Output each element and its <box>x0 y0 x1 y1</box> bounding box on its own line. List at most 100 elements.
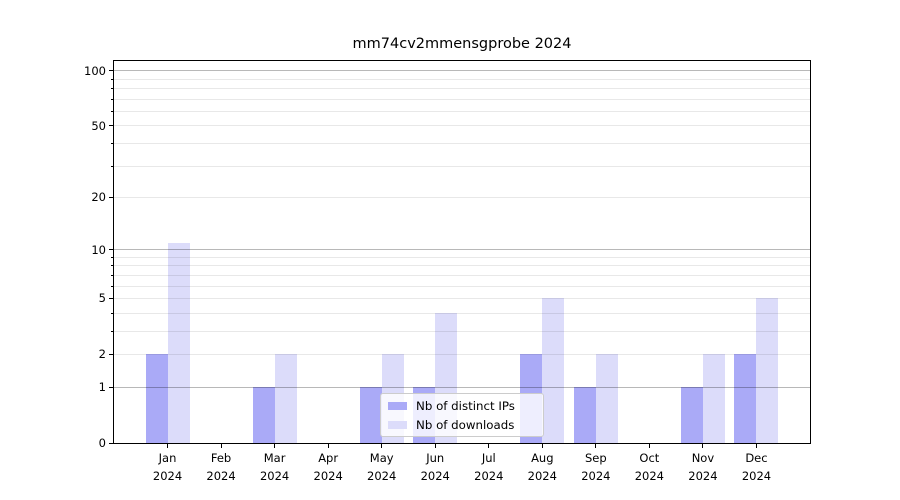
y-minor-tick-mark <box>111 312 113 314</box>
x-tick-month: Jul <box>481 451 496 465</box>
x-tick-year: 2024 <box>474 468 504 483</box>
x-tick-mark <box>595 444 597 448</box>
minor-gridline <box>114 196 810 198</box>
y-minor-tick-mark <box>111 265 113 267</box>
y-tick-label: 2 <box>98 347 106 362</box>
x-tick-mark <box>167 444 169 448</box>
x-tick-mark <box>702 444 704 448</box>
bar-nb-of-distinct-ips-mar <box>252 387 275 443</box>
legend: Nb of distinct IPs Nb of downloads <box>380 393 544 437</box>
y-minor-tick-mark <box>111 256 113 258</box>
minor-gridline <box>114 165 810 167</box>
minor-gridline <box>114 285 810 287</box>
minor-gridline <box>114 125 810 127</box>
bar-nb-of-distinct-ips-nov <box>680 387 703 443</box>
x-tick-mark <box>434 444 436 448</box>
y-minor-tick-mark <box>111 142 113 144</box>
x-tick-label: Mar 2024 <box>243 450 307 485</box>
x-tick-year: 2024 <box>634 468 665 483</box>
minor-gridline <box>114 142 810 144</box>
x-tick-label: Jul 2024 <box>457 450 521 485</box>
minor-gridline <box>114 312 810 314</box>
bar-nb-of-downloads-sep <box>595 354 618 443</box>
y-tick-label: 100 <box>84 63 106 78</box>
x-tick-label: Jan 2024 <box>136 450 200 485</box>
major-gridline <box>114 386 810 388</box>
y-tick-label: 10 <box>91 242 106 257</box>
bar-nb-of-distinct-ips-sep <box>573 387 596 443</box>
x-tick-mark <box>648 444 650 448</box>
y-tick-label: 1 <box>98 380 106 395</box>
x-tick-month: Sep <box>585 451 607 465</box>
y-tick-mark <box>109 353 113 355</box>
x-tick-year: 2024 <box>741 468 772 483</box>
x-tick-year: 2024 <box>367 468 397 483</box>
major-gridline <box>114 249 810 251</box>
y-tick-mark <box>109 442 113 444</box>
legend-entry-downloads: Nb of downloads <box>388 415 543 434</box>
y-minor-tick-mark <box>111 165 113 167</box>
x-tick-label: Aug 2024 <box>510 450 574 485</box>
plot-area <box>113 60 811 444</box>
x-tick-label: Nov 2024 <box>671 450 735 485</box>
x-tick-label: Oct 2024 <box>617 450 681 485</box>
minor-gridline <box>114 274 810 276</box>
y-minor-tick-mark <box>111 274 113 276</box>
x-tick-label: Sep 2024 <box>564 450 628 485</box>
x-tick-year: 2024 <box>527 468 557 483</box>
legend-swatch-downloads-icon <box>388 420 407 429</box>
bar-nb-of-downloads-mar <box>274 354 297 443</box>
x-tick-month: Jun <box>426 451 445 465</box>
x-tick-year: 2024 <box>206 468 236 483</box>
x-tick-month: Feb <box>210 451 232 465</box>
x-tick-mark <box>541 444 543 448</box>
x-tick-month: Aug <box>531 451 554 465</box>
y-tick-mark <box>109 249 113 251</box>
bar-nb-of-distinct-ips-may <box>359 387 382 443</box>
y-tick-mark <box>109 70 113 72</box>
x-tick-year: 2024 <box>259 468 290 483</box>
y-tick-mark <box>109 125 113 127</box>
x-tick-year: 2024 <box>688 468 718 483</box>
x-tick-month: Mar <box>263 451 286 465</box>
legend-label-downloads: Nb of downloads <box>416 417 515 432</box>
minor-gridline <box>114 256 810 258</box>
x-tick-year: 2024 <box>313 468 343 483</box>
minor-gridline <box>114 265 810 267</box>
y-minor-tick-mark <box>111 98 113 100</box>
x-tick-mark <box>274 444 276 448</box>
x-tick-label: Jun 2024 <box>403 450 467 485</box>
x-tick-label: Apr 2024 <box>296 450 360 485</box>
y-tick-mark <box>109 196 113 198</box>
bar-nb-of-distinct-ips-jan <box>145 354 168 443</box>
bar-nb-of-distinct-ips-dec <box>734 354 757 443</box>
minor-gridline <box>114 78 810 80</box>
x-tick-label: Dec 2024 <box>724 450 788 485</box>
x-tick-year: 2024 <box>420 468 450 483</box>
minor-gridline <box>114 110 810 112</box>
x-tick-year: 2024 <box>152 468 183 483</box>
chart-title: mm74cv2mmensgprobe 2024 <box>352 36 572 52</box>
x-tick-month: Oct <box>639 451 660 465</box>
x-tick-mark <box>327 444 329 448</box>
x-tick-year: 2024 <box>581 468 611 483</box>
x-tick-label: May 2024 <box>350 450 414 485</box>
y-minor-tick-mark <box>111 88 113 90</box>
x-tick-mark <box>755 444 757 448</box>
bar-nb-of-downloads-aug <box>542 298 565 443</box>
y-minor-tick-mark <box>111 330 113 332</box>
minor-gridline <box>114 88 810 90</box>
x-tick-label: Feb 2024 <box>189 450 253 485</box>
y-tick-mark <box>109 297 113 299</box>
x-tick-month: Apr <box>318 451 339 465</box>
legend-swatch-distinct-ips-icon <box>388 401 407 410</box>
y-minor-tick-mark <box>111 285 113 287</box>
minor-gridline <box>114 297 810 299</box>
major-gridline <box>114 70 810 72</box>
x-tick-month: Nov <box>691 451 715 465</box>
minor-gridline <box>114 330 810 332</box>
bar-nb-of-downloads-jan <box>167 242 190 443</box>
x-tick-mark <box>488 444 490 448</box>
x-tick-mark <box>220 444 222 448</box>
